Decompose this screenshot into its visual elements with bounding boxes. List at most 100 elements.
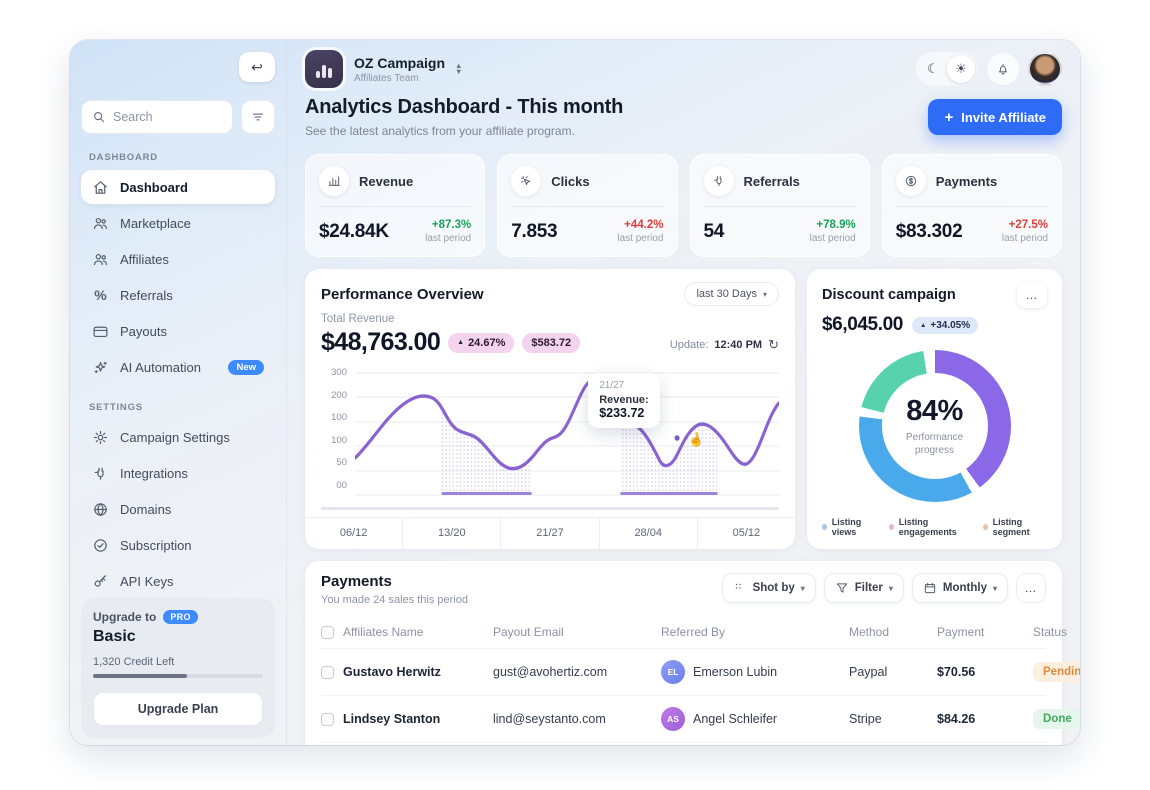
table-row[interactable]: Lindsey Stanton lind@seystanto.com AS Ang… — [321, 696, 1080, 743]
sidebar-item-integrations[interactable]: Integrations — [81, 456, 275, 490]
cursor-click-icon — [521, 176, 531, 185]
chevron-down-icon: ▾ — [888, 583, 893, 593]
performance-donut-chart: 84% Performance progress — [858, 350, 1011, 502]
sidebar-item-marketplace[interactable]: Marketplace — [81, 206, 275, 240]
date-range-value: last 30 Days — [696, 288, 757, 300]
credits-progress-bar — [93, 674, 263, 678]
stat-value: 7.853 — [511, 220, 558, 242]
search-box[interactable] — [81, 100, 233, 134]
sort-by-button[interactable]: Shot by ▾ — [721, 573, 816, 603]
notifications-button[interactable] — [987, 53, 1019, 85]
sidebar-item-affiliates[interactable]: Affiliates — [81, 242, 275, 276]
sidebar-item-campaign-settings[interactable]: Campaign Settings — [81, 420, 275, 454]
stat-card-revenue[interactable]: Revenue $24.84K +87.3% last period — [305, 154, 486, 257]
upgrade-plan-button[interactable]: Upgrade Plan — [93, 692, 263, 726]
bell-icon — [999, 64, 1007, 75]
stat-card-payments[interactable]: Payments $83.302 +27.5% last period — [881, 154, 1062, 257]
sun-icon[interactable]: ☀ — [947, 55, 975, 83]
tooltip-date: 21/27 — [599, 380, 625, 391]
sidebar-item-label: Subscription — [120, 537, 192, 553]
pro-badge: PRO — [163, 610, 198, 624]
search-filter-button[interactable] — [241, 100, 275, 134]
search-input[interactable] — [113, 110, 222, 124]
invite-affiliate-button[interactable]: + Invite Affiliate — [928, 99, 1062, 135]
payments-title: Payments — [321, 573, 392, 590]
user-avatar[interactable] — [1028, 52, 1062, 86]
total-revenue-label: Total Revenue — [321, 313, 395, 325]
refresh-icon[interactable]: ↻ — [768, 337, 779, 352]
payments-subtitle: You made 24 sales this period — [321, 594, 468, 606]
legend-item: Listing views — [822, 517, 876, 537]
select-all-checkbox[interactable] — [321, 625, 334, 639]
stat-card-clicks[interactable]: Clicks 7.853 +44.2% last period — [497, 154, 678, 257]
discount-title: Discount campaign — [822, 287, 956, 303]
stat-change: +87.3% — [431, 219, 472, 231]
sidebar-item-payouts[interactable]: Payouts — [81, 314, 275, 348]
legend-item: Listing segment — [982, 517, 1047, 537]
status-badge: Done — [1033, 709, 1080, 729]
stat-label: Referrals — [743, 173, 800, 189]
sidebar-item-api-keys[interactable]: API Keys — [81, 564, 275, 598]
sidebar-item-domains[interactable]: Domains — [81, 492, 275, 526]
triangle-up-icon: ▲ — [919, 321, 927, 329]
team-selector[interactable]: OZ Campaign Affiliates Team — [354, 55, 445, 84]
sidebar-item-subscription[interactable]: Subscription — [81, 528, 275, 562]
filter-button[interactable]: Filter ▾ — [823, 573, 904, 603]
status-badge: Pending — [1033, 662, 1080, 682]
sparkles-icon — [94, 361, 107, 373]
section-dashboard-label: DASHBOARD — [89, 152, 158, 163]
discount-campaign-card: Discount campaign … $6,045.00 ▲ +34.05% 8… — [807, 269, 1062, 549]
sidebar-item-ai-automation[interactable]: AI Automation New — [81, 350, 275, 384]
table-row[interactable]: Gustavo Herwitz gust@avohertiz.com EL Eme… — [321, 649, 1080, 696]
row-checkbox[interactable] — [321, 665, 334, 679]
collapse-sidebar-button[interactable]: ↩ — [239, 52, 275, 82]
referrer-name: Angel Schleifer — [693, 712, 778, 726]
moon-icon[interactable]: ☾ — [927, 61, 939, 76]
stat-change: +78.9% — [816, 219, 856, 231]
total-revenue-value: $48,763.00 — [321, 328, 441, 356]
sidebar-item-label: Referrals — [120, 287, 173, 303]
update-time: 12:40 PM — [714, 339, 763, 351]
donut-legend: Listing views Listing engagements Listin… — [822, 505, 1047, 537]
chevron-down-icon: ▾ — [800, 583, 805, 593]
check-circle-icon — [94, 538, 107, 552]
home-icon — [94, 180, 107, 194]
plug-icon — [94, 467, 104, 480]
sidebar-item-dashboard[interactable]: Dashboard — [81, 170, 275, 204]
theme-toggle: ☾ ☀ — [916, 52, 978, 86]
period-dropdown-button[interactable]: Monthly ▾ — [911, 573, 1008, 603]
sidebar-item-label: AI Automation — [120, 359, 201, 375]
plus-icon: + — [944, 108, 954, 126]
users-icon — [93, 253, 107, 265]
team-subtitle: Affiliates Team — [354, 72, 419, 84]
stat-change: +44.2% — [624, 219, 664, 231]
payment-amount: $70.56 — [937, 665, 976, 679]
calendar-icon — [924, 582, 936, 594]
stats-row: Revenue $24.84K +87.3% last period Clicks… — [305, 154, 1062, 257]
chart-scrollbar[interactable] — [321, 507, 779, 510]
growth-badge: ▲ 24.67% — [448, 332, 515, 353]
row-checkbox[interactable] — [321, 712, 334, 726]
discount-change-badge: ▲ +34.05% — [911, 316, 979, 334]
more-options-button[interactable]: … — [1017, 282, 1047, 308]
gear-icon — [93, 430, 108, 444]
table-more-button[interactable]: … — [1016, 573, 1046, 603]
referrer-avatar: EL — [661, 660, 685, 684]
payment-amount: $84.26 — [937, 712, 976, 726]
percent-icon: % — [94, 287, 107, 303]
stat-period: last period — [809, 233, 856, 244]
team-switch-chevrons-icon[interactable]: ▲ ▼ — [455, 61, 463, 76]
update-label: Update: — [669, 339, 709, 351]
payout-email: lind@seystanto.com — [493, 712, 606, 726]
sidebar-item-referrals[interactable]: % Referrals — [81, 278, 275, 312]
title-bar: Analytics Dashboard - This month See the… — [305, 96, 1062, 138]
stat-card-referrals[interactable]: Referrals 54 +78.9% last period — [689, 154, 870, 257]
upgrade-title: Upgrade to — [93, 610, 157, 624]
donut-percentage: 84% — [906, 395, 963, 427]
chevron-down-icon: ▾ — [762, 289, 767, 299]
dashboard-nav: Dashboard Marketplace Affiliates % Refer… — [81, 170, 275, 384]
triangle-up-icon: ▲ — [457, 339, 465, 346]
date-range-dropdown[interactable]: last 30 Days ▾ — [684, 282, 779, 306]
globe-icon — [94, 502, 107, 516]
revenue-line-chart[interactable]: 21/27 Revenue: $233.72 ☝ — [355, 365, 779, 505]
